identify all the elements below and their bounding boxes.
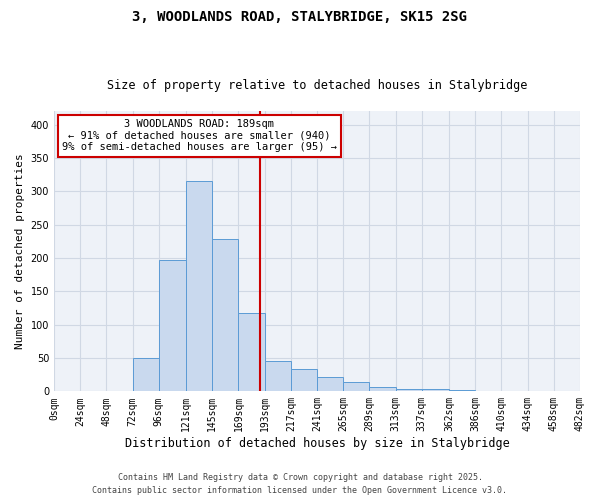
Bar <box>291 370 317 392</box>
Bar <box>422 388 449 392</box>
Bar <box>395 390 422 392</box>
Y-axis label: Number of detached properties: Number of detached properties <box>15 154 25 349</box>
Bar <box>370 386 395 392</box>
Text: Contains HM Land Registry data © Crown copyright and database right 2025.
Contai: Contains HM Land Registry data © Crown c… <box>92 474 508 495</box>
Bar <box>133 358 159 392</box>
Bar <box>475 390 502 392</box>
Bar <box>317 376 343 392</box>
Text: 3, WOODLANDS ROAD, STALYBRIDGE, SK15 2SG: 3, WOODLANDS ROAD, STALYBRIDGE, SK15 2SG <box>133 10 467 24</box>
Bar <box>265 360 291 392</box>
Bar <box>554 390 580 392</box>
Bar <box>186 180 212 392</box>
Bar <box>159 260 186 392</box>
Bar <box>449 390 475 392</box>
Title: Size of property relative to detached houses in Stalybridge: Size of property relative to detached ho… <box>107 79 527 92</box>
X-axis label: Distribution of detached houses by size in Stalybridge: Distribution of detached houses by size … <box>125 437 509 450</box>
Bar <box>212 238 238 392</box>
Bar <box>343 382 370 392</box>
Bar <box>238 314 265 392</box>
Text: 3 WOODLANDS ROAD: 189sqm
← 91% of detached houses are smaller (940)
9% of semi-d: 3 WOODLANDS ROAD: 189sqm ← 91% of detach… <box>62 119 337 152</box>
